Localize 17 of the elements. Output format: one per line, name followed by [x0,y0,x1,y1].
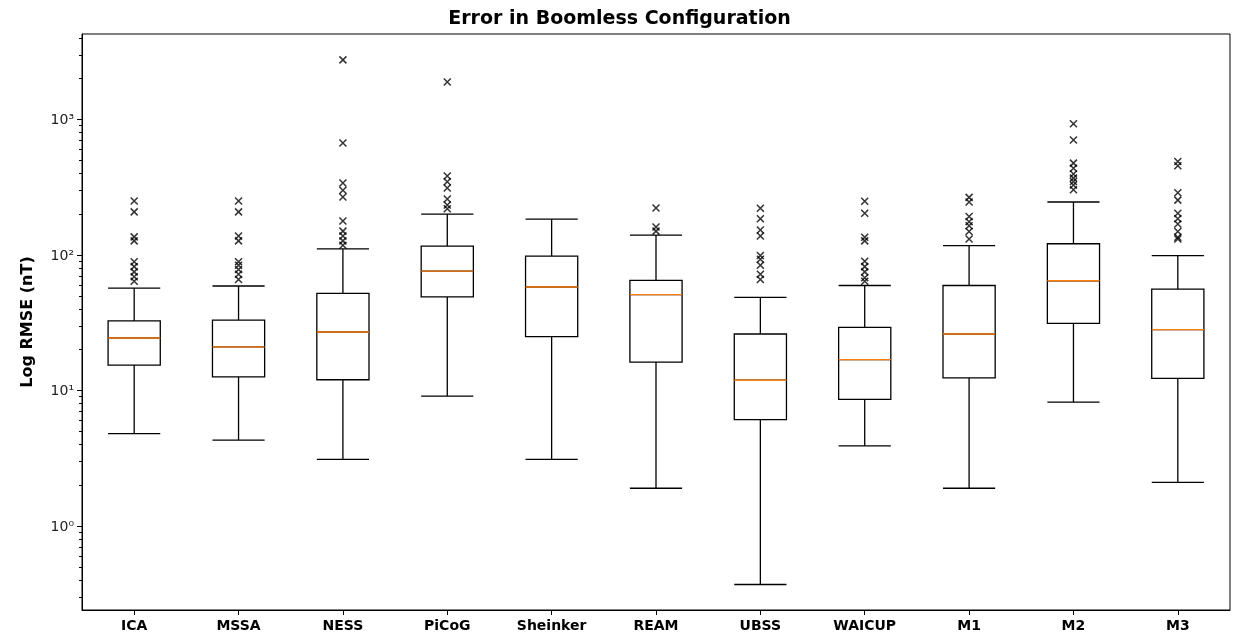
x-tick-label: M2 [1061,617,1086,633]
x-tick-label: NESS [322,617,364,633]
x-tick-label: ICA [121,617,148,633]
y-tick-label: 10³ [50,111,74,128]
x-tick-label: M3 [1165,617,1190,633]
chart-title: Error in Boomless Configuration [448,5,791,28]
x-tick-label: M1 [957,617,981,633]
x-tick-label: WAICUP [833,617,897,633]
y-tick-label: 10² [50,246,74,263]
x-tick-label: Sheinker [516,617,587,633]
x-tick-label: UBSS [739,617,782,633]
y-tick-label: 10¹ [50,382,74,399]
y-axis-title: Log RMSE (nT) [16,256,36,388]
x-tick-label: REAM [633,617,679,633]
x-tick-label: PiCoG [424,617,471,633]
y-tick-label: 10⁰ [50,518,75,534]
x-tick-label: MSSA [216,617,261,633]
